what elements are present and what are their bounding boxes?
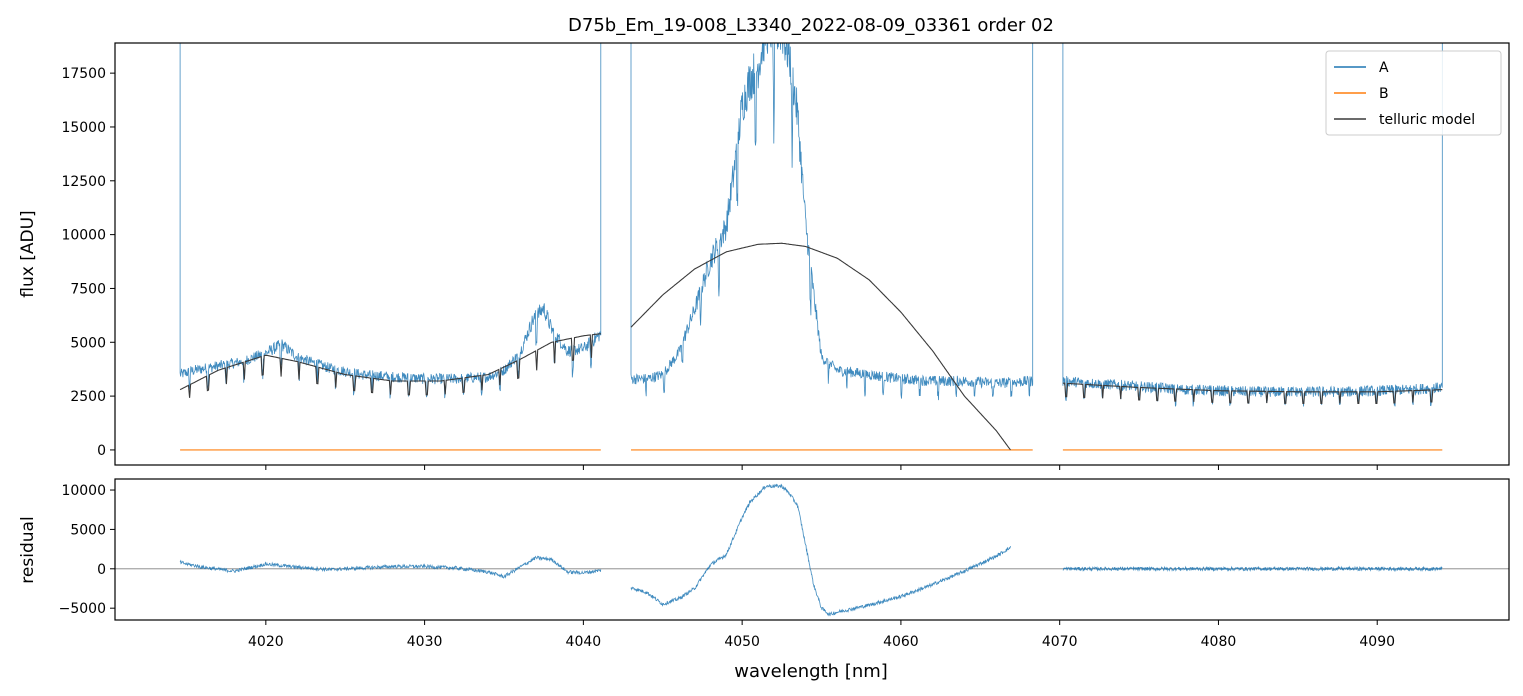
flux-series-group <box>179 43 1443 451</box>
y-tick-label: 10000 <box>61 228 106 244</box>
residual-series-group <box>115 483 1509 617</box>
flux-x-ticks <box>265 465 1378 470</box>
x-tick-label: 4040 <box>566 634 602 650</box>
legend-label-a: A <box>1379 60 1389 76</box>
legend-label-telluric-model: telluric model <box>1379 112 1475 128</box>
x-tick-label: 4030 <box>407 634 443 650</box>
residual-plot-frame <box>114 478 1510 621</box>
legend-frame <box>1325 50 1502 136</box>
series-telluric-model-segment-2 <box>630 242 1011 451</box>
x-tick-label: 4070 <box>1042 634 1078 650</box>
legend-label-b: B <box>1379 86 1389 102</box>
residual-ylabel: residual <box>18 516 38 583</box>
flux-panel: 0 2500 5000 7500 10000 12500 15000 17500 flux [… <box>18 42 1510 470</box>
chart-title: D75b_Em_19-008_L3340_2022-08-09_03361 or… <box>568 15 1054 36</box>
y-tick-label: 5000 <box>70 335 106 351</box>
y-tick-label: 10000 <box>61 483 106 499</box>
y-tick-label: 15000 <box>61 120 106 136</box>
flux-ylabel: flux [ADU] <box>18 210 38 297</box>
x-tick-label: 4020 <box>248 634 284 650</box>
residual-x-ticks: 4020 4030 4040 4050 4060 4070 4080 4090 <box>248 620 1395 650</box>
series-telluric-model-segment-3 <box>1062 382 1443 404</box>
residual-y-ticks: −5000 0 5000 10000 <box>59 483 115 617</box>
flux-lines <box>179 43 1443 451</box>
y-tick-label: 0 <box>97 443 106 459</box>
y-tick-label: 5000 <box>70 522 106 538</box>
series-a-segment-3 <box>1062 565 1443 572</box>
y-tick-label: 12500 <box>61 174 106 190</box>
flux-y-ticks: 0 2500 5000 7500 10000 12500 15000 17500 <box>61 66 115 459</box>
residual-panel: −5000 0 5000 10000 4020 4030 4040 4050 4060 4070… <box>18 478 1510 682</box>
x-tick-label: 4050 <box>724 634 760 650</box>
x-tick-label: 4090 <box>1359 634 1395 650</box>
y-tick-label: 17500 <box>61 66 106 82</box>
y-tick-label: −5000 <box>59 601 106 617</box>
series-a-segment-1 <box>179 43 602 399</box>
y-tick-label: 2500 <box>70 389 106 405</box>
y-tick-label: 7500 <box>70 281 106 297</box>
residual-lines <box>115 483 1509 617</box>
series-a-segment-1 <box>179 555 602 579</box>
series-telluric-model-segment-1 <box>179 333 601 398</box>
flux-plot-frame <box>114 42 1510 466</box>
series-a-segment-2 <box>630 43 1034 401</box>
x-tick-label: 4060 <box>883 634 919 650</box>
x-tick-label: 4080 <box>1201 634 1237 650</box>
series-a-segment-2 <box>630 483 1011 617</box>
legend: A B telluric model <box>1325 50 1502 136</box>
y-tick-label: 0 <box>97 562 106 578</box>
series-a-segment-3 <box>1062 43 1443 407</box>
residual-xlabel: wavelength [nm] <box>734 661 888 682</box>
